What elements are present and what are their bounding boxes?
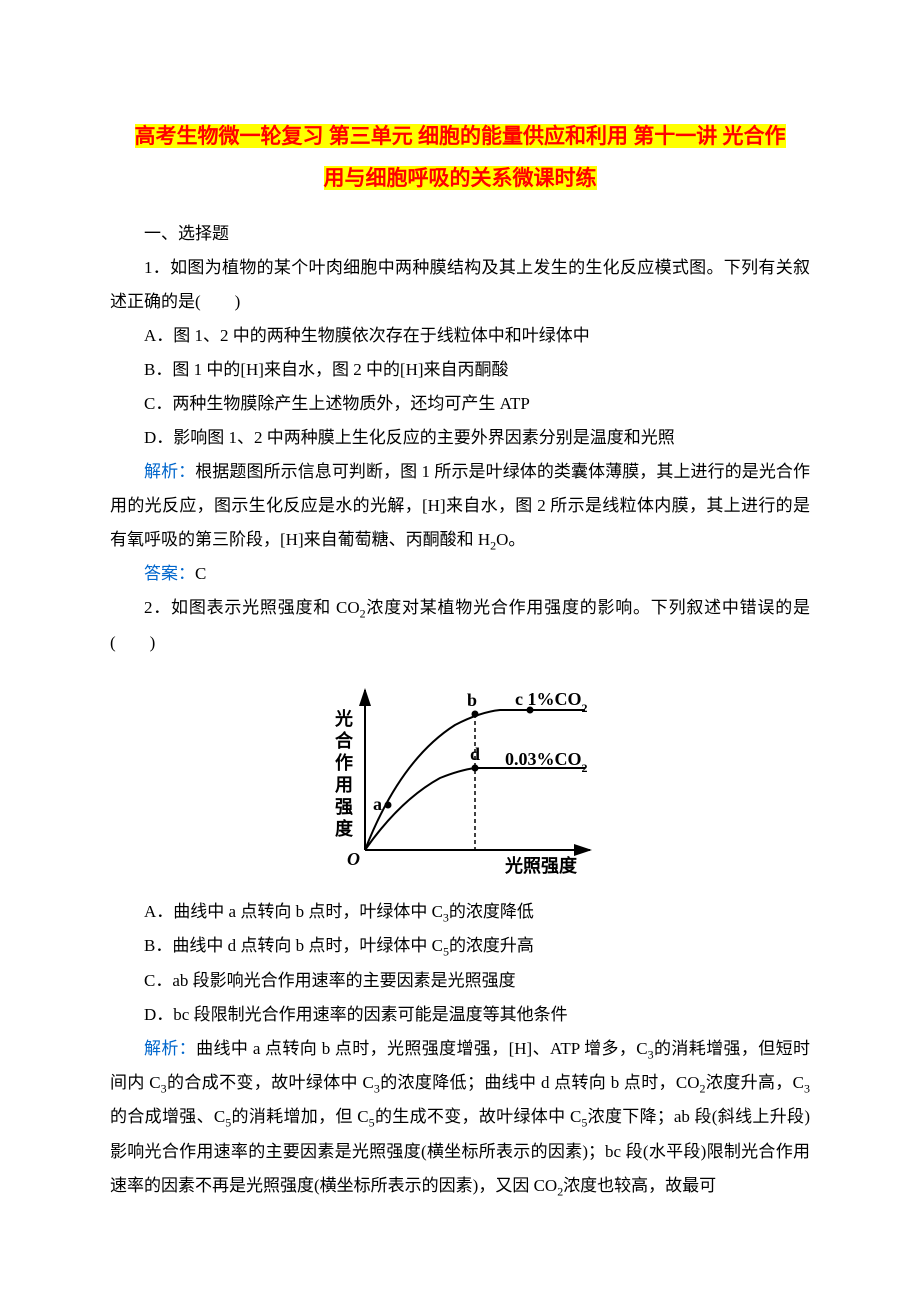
svg-text:0.03%CO2: 0.03%CO2 bbox=[505, 749, 588, 775]
q2-optB-pre: B．曲线中 d 点转向 b 点时，叶绿体中 C bbox=[144, 936, 443, 955]
q2-optA: A．曲线中 a 点转向 b 点时，叶绿体中 C3的浓度降低 bbox=[110, 895, 810, 929]
q2-optA-post: 的浓度降低 bbox=[449, 902, 534, 921]
photosynthesis-chart: a b d c 1%CO2 0.03%CO2 O 光照强度 光合作用强度 bbox=[310, 670, 610, 880]
svg-text:a: a bbox=[373, 794, 382, 814]
svg-text:O: O bbox=[347, 849, 360, 869]
q2-optD: D．bc 段限制光合作用速率的因素可能是温度等其他条件 bbox=[110, 998, 810, 1032]
q2-optB-post: 的浓度升高 bbox=[449, 936, 534, 955]
q1-optC: C．两种生物膜除产生上述物质外，还均可产生 ATP bbox=[110, 387, 810, 421]
svg-text:作: 作 bbox=[335, 752, 353, 773]
q1-analysis: 解析：根据题图所示信息可判断，图 1 所示是叶绿体的类囊体薄膜，其上进行的是光合… bbox=[110, 455, 810, 557]
q1-stem: 1．如图为植物的某个叶肉细胞中两种膜结构及其上发生的生化反应模式图。下列有关叙述… bbox=[110, 251, 810, 319]
q2-optC: C．ab 段影响光合作用速率的主要因素是光照强度 bbox=[110, 964, 810, 998]
q2-a-3: 的合成不变，故叶绿体中 C bbox=[167, 1073, 374, 1092]
q2-optB: B．曲线中 d 点转向 b 点时，叶绿体中 C5的浓度升高 bbox=[110, 929, 810, 963]
q2-a-5: 浓度升高，C bbox=[706, 1073, 804, 1092]
q2-stem: 2．如图表示光照强度和 CO2浓度对某植物光合作用强度的影响。下列叙述中错误的是… bbox=[110, 591, 810, 659]
sub-3: 3 bbox=[804, 1081, 810, 1095]
q1-answer: 答案：C bbox=[110, 557, 810, 591]
q1-analysis-text: 根据题图所示信息可判断，图 1 所示是叶绿体的类囊体薄膜，其上进行的是光合作用的… bbox=[110, 462, 810, 549]
title-text-1: 高考生物微一轮复习 第三单元 细胞的能量供应和利用 第十一讲 光合作 bbox=[135, 124, 786, 148]
q2-analysis-label: 解析： bbox=[144, 1039, 196, 1058]
svg-text:b: b bbox=[467, 690, 477, 710]
svg-text:光: 光 bbox=[334, 708, 353, 729]
svg-text:强: 强 bbox=[335, 797, 353, 817]
q2-stem-1: 2．如图表示光照强度和 CO bbox=[144, 598, 360, 617]
q2-a-1: 曲线中 a 点转向 b 点时，光照强度增强，[H]、ATP 增多，C bbox=[196, 1039, 648, 1058]
title-line-1: 高考生物微一轮复习 第三单元 细胞的能量供应和利用 第十一讲 光合作 bbox=[110, 115, 810, 157]
q1-optB: B．图 1 中的[H]来自水，图 2 中的[H]来自丙酮酸 bbox=[110, 353, 810, 387]
q1-analysis-label: 解析： bbox=[144, 462, 195, 481]
q2-analysis: 解析：曲线中 a 点转向 b 点时，光照强度增强，[H]、ATP 增多，C 3 的消… bbox=[110, 1032, 810, 1204]
section-heading: 一、选择题 bbox=[110, 217, 810, 251]
q2-a-7: 的消耗增加，但 C bbox=[231, 1107, 368, 1126]
q2-a-6: 的合成增强、C bbox=[110, 1107, 225, 1126]
q2-optA-pre: A．曲线中 a 点转向 b 点时，叶绿体中 C bbox=[144, 902, 443, 921]
q1-answer-value: C bbox=[195, 564, 206, 583]
svg-text:光照强度: 光照强度 bbox=[504, 855, 578, 876]
chart-container: a b d c 1%CO2 0.03%CO2 O 光照强度 光合作用强度 bbox=[110, 670, 810, 885]
title-line-2: 用与细胞呼吸的关系微课时练 bbox=[110, 157, 810, 199]
q2-a-10: 浓度也较高，故最可 bbox=[563, 1176, 716, 1195]
q1-optD: D．影响图 1、2 中两种膜上生化反应的主要外界因素分别是温度和光照 bbox=[110, 421, 810, 455]
q1-answer-label: 答案： bbox=[144, 564, 195, 583]
q1-analysis-text2: O。 bbox=[496, 530, 525, 549]
q2-a-8: 的生成不变，故叶绿体中 C bbox=[375, 1107, 582, 1126]
svg-text:合: 合 bbox=[335, 730, 354, 751]
svg-text:d: d bbox=[470, 744, 480, 764]
q1-optA: A．图 1、2 中的两种生物膜依次存在于线粒体中和叶绿体中 bbox=[110, 319, 810, 353]
svg-text:度: 度 bbox=[335, 818, 354, 839]
q2-a-4: 的浓度降低；曲线中 d 点转向 b 点时，CO bbox=[380, 1073, 700, 1092]
svg-text:用: 用 bbox=[335, 775, 353, 795]
svg-text:c 1%CO2: c 1%CO2 bbox=[515, 689, 588, 715]
document-page: 高考生物微一轮复习 第三单元 细胞的能量供应和利用 第十一讲 光合作 用与细胞呼… bbox=[0, 0, 920, 1263]
title-text-2: 用与细胞呼吸的关系微课时练 bbox=[324, 166, 597, 190]
